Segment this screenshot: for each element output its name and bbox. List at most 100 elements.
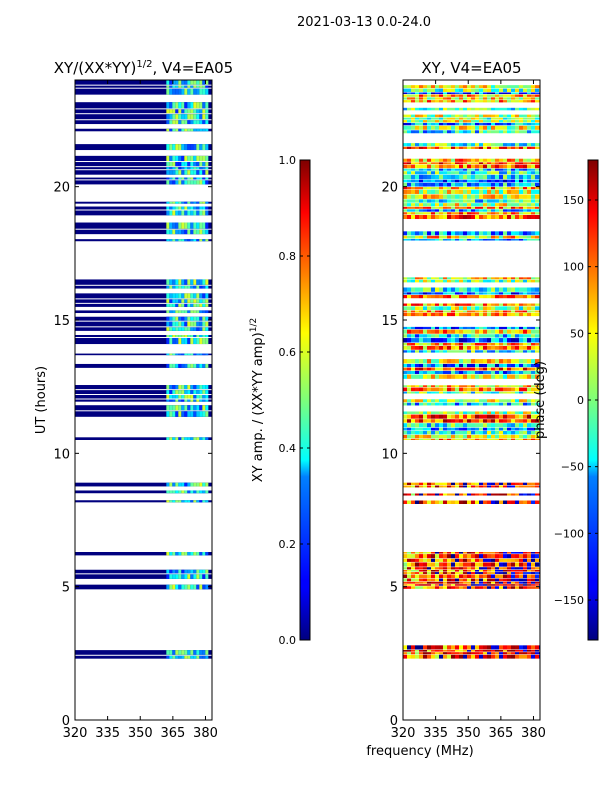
heat-cell <box>415 194 419 199</box>
heat-cell <box>187 170 191 175</box>
heat-cell <box>419 402 423 406</box>
heat-cell <box>419 574 423 579</box>
heat-cell <box>172 180 176 185</box>
heat-cell <box>523 182 527 187</box>
heat-cell <box>415 345 419 350</box>
heat-cell <box>503 199 507 203</box>
heat-cell <box>443 554 447 559</box>
heat-cell <box>535 434 539 439</box>
heat-cell <box>471 411 475 415</box>
heat-cell <box>451 277 455 280</box>
heat-cell <box>531 94 535 97</box>
heat-cell <box>196 335 200 338</box>
heat-cell <box>491 143 495 147</box>
heat-cell <box>467 231 471 236</box>
heat-cell <box>451 114 455 118</box>
heat-cell <box>419 143 423 147</box>
heat-cell <box>407 572 411 574</box>
heat-cell <box>451 130 455 134</box>
heat-cell <box>451 370 455 374</box>
heat-cell <box>451 578 455 582</box>
heat-cell <box>419 125 423 130</box>
heat-cell <box>491 367 495 371</box>
heat-cell <box>511 338 515 343</box>
heat-cell <box>419 567 423 570</box>
heat-cell <box>507 182 511 187</box>
heat-cell <box>407 500 411 504</box>
heat-cell <box>475 485 479 488</box>
heat-cell <box>487 194 491 199</box>
heat-cell <box>495 231 499 236</box>
heat-cell <box>471 199 475 203</box>
heat-cell <box>193 144 197 151</box>
heat-cell <box>423 493 427 496</box>
heat-cell <box>423 179 427 183</box>
heat-cell <box>443 391 447 394</box>
heat-cell <box>447 359 451 364</box>
heat-cell <box>459 574 463 579</box>
heat-cell <box>487 279 491 283</box>
heat-cell <box>415 277 419 280</box>
heat-cell <box>423 423 427 428</box>
heat-cell <box>471 194 475 199</box>
heat-cell <box>523 94 527 97</box>
heat-cell <box>172 584 176 590</box>
heat-cell <box>479 100 483 103</box>
heat-cell <box>467 391 471 394</box>
heat-cell <box>483 645 487 650</box>
heat-cell <box>431 162 435 165</box>
heat-cell <box>451 199 455 203</box>
heat-cell <box>166 114 170 120</box>
heat-cell <box>435 434 439 439</box>
heat-cell <box>172 229 176 235</box>
heat-cell <box>483 343 487 346</box>
heat-cell <box>403 117 407 120</box>
heat-cell <box>447 329 451 334</box>
heat-cell <box>411 306 415 311</box>
heat-cell <box>531 411 535 415</box>
heat-cell <box>443 287 447 292</box>
heat-cell <box>439 438 443 440</box>
heat-cell <box>411 434 415 439</box>
heat-cell <box>193 482 197 487</box>
heat-cell <box>407 310 411 313</box>
heat-cell <box>487 114 491 118</box>
heat-cell <box>459 427 463 431</box>
heat-cell <box>507 423 511 428</box>
heat-cell <box>187 584 191 590</box>
heat-cell <box>535 85 539 89</box>
heat-cell <box>471 162 475 165</box>
heat-cell <box>479 414 483 419</box>
heat-cell <box>487 574 491 579</box>
heat-cell <box>459 391 463 394</box>
heat-cell <box>187 114 191 120</box>
heat-cell <box>499 423 503 428</box>
heat-cell <box>519 391 523 394</box>
heat-cell <box>503 562 507 567</box>
heat-cell <box>467 209 471 212</box>
heat-cell <box>184 88 188 95</box>
heat-cell <box>463 292 467 295</box>
heat-cell <box>435 277 439 280</box>
heat-cell <box>435 94 439 97</box>
heat-cell <box>471 482 475 486</box>
heat-cell <box>515 500 519 504</box>
heat-cell <box>435 162 439 165</box>
heat-cell <box>483 419 487 423</box>
heat-cell <box>527 117 531 120</box>
heat-cell <box>427 654 431 659</box>
heat-cell <box>447 168 451 171</box>
heat-cell <box>531 562 535 567</box>
heat-cell <box>483 306 487 311</box>
heat-cell <box>515 206 519 209</box>
heat-cell <box>495 182 499 187</box>
heat-cell <box>495 212 499 215</box>
heat-cell <box>479 650 483 652</box>
heat-cell <box>166 584 170 590</box>
heat-cell <box>451 235 455 239</box>
heat-cell <box>415 558 419 562</box>
heat-cell <box>447 174 451 180</box>
heat-cell <box>491 578 495 582</box>
heat-cell <box>169 170 173 175</box>
heat-cell <box>435 287 439 292</box>
